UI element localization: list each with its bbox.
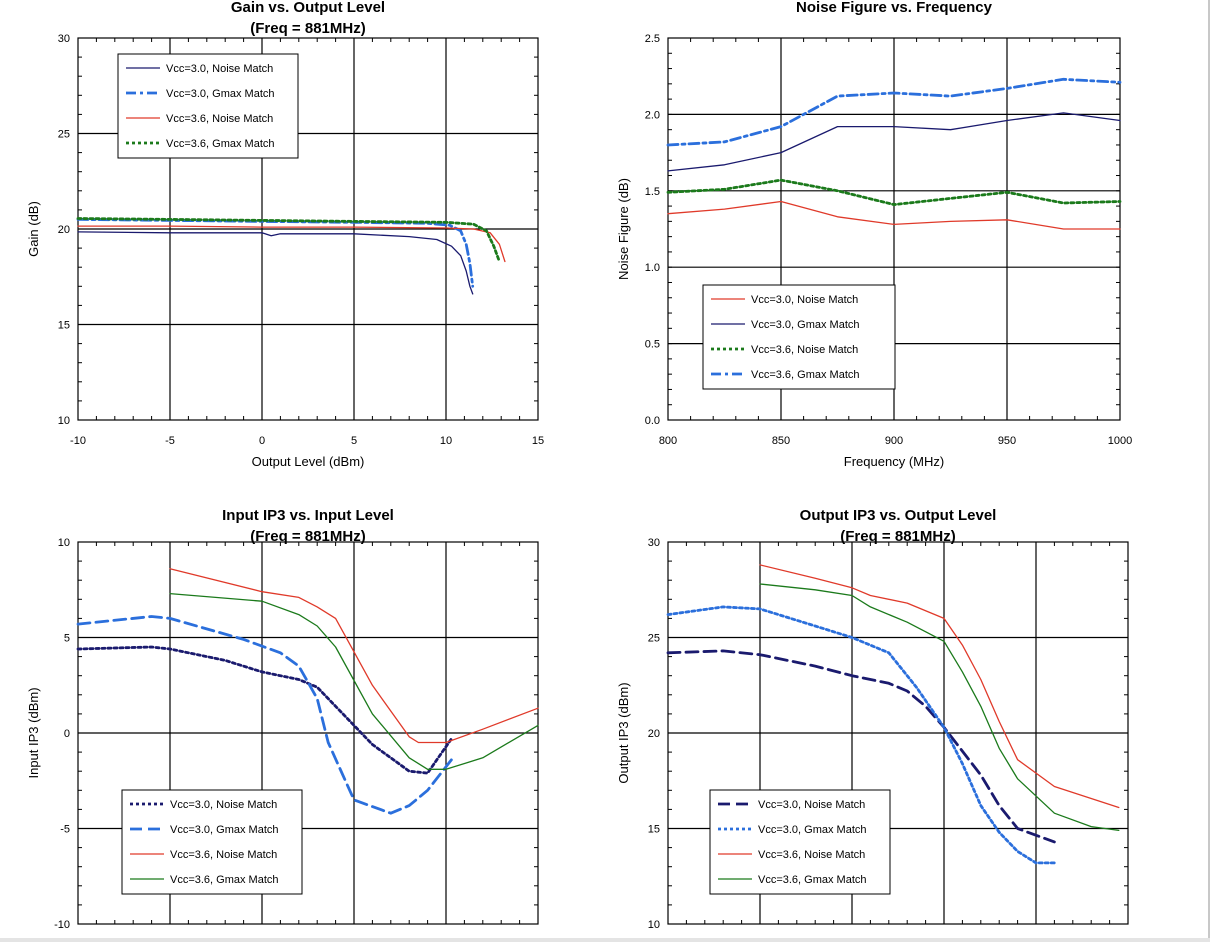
y-tick-label: -10 — [54, 919, 70, 931]
series-line-3 — [77, 225, 506, 263]
legend-entry: Vcc=3.6, Gmax Match — [758, 874, 867, 886]
series-line-3 — [759, 564, 1120, 809]
y-axis-label: Input IP3 (dBm) — [26, 687, 41, 778]
chart-title: Input IP3 vs. Input Level — [222, 507, 394, 524]
series-line-1 — [666, 649, 1056, 844]
series-line-2 — [76, 217, 475, 288]
chart-subtitle: (Freq = 881MHz) — [250, 20, 365, 37]
x-tick-label: 10 — [440, 435, 452, 447]
y-tick-label: 15 — [58, 320, 70, 332]
chart-2: 800 850 900 950 1000 0.0 0.5 1.0 1.5 2.0 2.5 Freque… — [616, 0, 1132, 469]
chart-title: Output IP3 vs. Output Level — [800, 507, 997, 524]
legend-entry: Vcc=3.0, Noise Match — [758, 799, 865, 811]
chart-1: -10 -5 0 5 10 15 10 15 20 25 30 Output Level (dBm) G… — [26, 0, 544, 469]
legend-entry: Vcc=3.6, Noise Match — [170, 849, 277, 861]
legend: Vcc=3.0, Noise Match Vcc=3.0, Gmax Match V… — [709, 789, 891, 895]
x-tick-label: 950 — [998, 435, 1016, 447]
chart-title: Gain vs. Output Level — [231, 0, 385, 16]
series-line-4 — [759, 583, 1120, 832]
legend-box — [121, 789, 303, 895]
series-line-4 — [76, 217, 501, 263]
series-line-3 — [169, 568, 539, 744]
y-tick-label: 1.5 — [645, 186, 660, 198]
legend-entry: Vcc=3.6, Noise Match — [166, 113, 273, 125]
y-axis-label: Output IP3 (dBm) — [616, 682, 631, 783]
x-tick-label: 900 — [885, 435, 903, 447]
legend-entry: Vcc=3.6, Gmax Match — [751, 369, 860, 381]
x-tick-label: 0 — [259, 435, 265, 447]
y-tick-label: 2.5 — [645, 33, 660, 45]
series-line-4 — [169, 592, 539, 770]
legend-entry: Vcc=3.0, Gmax Match — [751, 319, 860, 331]
y-tick-label: 5 — [64, 633, 70, 645]
x-tick-label: 1000 — [1108, 435, 1132, 447]
x-tick-label: 5 — [351, 435, 357, 447]
bottom-strip — [0, 938, 1210, 942]
x-tick-label: 800 — [659, 435, 677, 447]
chart-subtitle: (Freq = 881MHz) — [250, 528, 365, 545]
y-tick-label: -5 — [60, 824, 70, 836]
y-tick-label: 15 — [648, 824, 660, 836]
chart-subtitle: (Freq = 881MHz) — [840, 528, 955, 545]
legend-entry: Vcc=3.6, Noise Match — [751, 344, 858, 356]
x-tick-label: -10 — [70, 435, 86, 447]
x-axis-label: Output Level (dBm) — [252, 454, 365, 469]
legend-entry: Vcc=3.0, Gmax Match — [170, 824, 279, 836]
y-tick-label: 30 — [648, 537, 660, 549]
y-tick-label: 0 — [64, 728, 70, 740]
legend-entry: Vcc=3.0, Noise Match — [170, 799, 277, 811]
legend-entry: Vcc=3.0, Gmax Match — [758, 824, 867, 836]
legend-box — [709, 789, 891, 895]
series-line-3 — [666, 178, 1122, 207]
y-tick-label: 0.0 — [645, 415, 660, 427]
x-tick-label: 15 — [532, 435, 544, 447]
y-tick-label: 0.5 — [645, 339, 660, 351]
series-line-2 — [667, 112, 1121, 172]
series-line-2 — [666, 605, 1056, 865]
legend-entry: Vcc=3.0, Noise Match — [166, 63, 273, 75]
legend-entry: Vcc=3.6, Noise Match — [758, 849, 865, 861]
series-line-1 — [76, 645, 453, 775]
y-axis-label: Noise Figure (dB) — [616, 178, 631, 280]
y-tick-label: 25 — [648, 633, 660, 645]
legend-entry: Vcc=3.0, Gmax Match — [166, 88, 275, 100]
chart-title: Noise Figure vs. Frequency — [796, 0, 993, 16]
x-tick-label: -5 — [165, 435, 175, 447]
legend: Vcc=3.0, Noise Match Vcc=3.0, Gmax Match V… — [121, 789, 303, 895]
series-line-2 — [76, 615, 453, 815]
legend-entry: Vcc=3.0, Noise Match — [751, 294, 858, 306]
scrollbar-track[interactable] — [1208, 0, 1210, 942]
y-tick-label: 2.0 — [645, 109, 660, 121]
y-axis-label: Gain (dB) — [26, 201, 41, 257]
legend-entry: Vcc=3.6, Gmax Match — [170, 874, 279, 886]
legend-box — [117, 53, 299, 159]
legend: Vcc=3.0, Noise Match Vcc=3.0, Gmax Match V… — [702, 284, 896, 390]
legend: Vcc=3.0, Noise Match Vcc=3.0, Gmax Match V… — [117, 53, 299, 159]
series-line-1 — [667, 200, 1121, 230]
y-tick-label: 10 — [58, 537, 70, 549]
y-tick-label: 1.0 — [645, 262, 660, 274]
legend-box — [702, 284, 896, 390]
y-tick-label: 30 — [58, 33, 70, 45]
y-tick-label: 25 — [58, 129, 70, 141]
y-tick-label: 10 — [58, 415, 70, 427]
y-tick-label: 20 — [58, 224, 70, 236]
chart-3: -10 -5 0 5 10 Input IP3 (dBm) Input IP3 vs. In… — [26, 507, 539, 931]
series-line-1 — [77, 231, 474, 295]
series-line-4 — [666, 77, 1122, 147]
y-tick-label: 20 — [648, 728, 660, 740]
x-tick-label: 850 — [772, 435, 790, 447]
y-tick-label: 10 — [648, 919, 660, 931]
x-axis-label: Frequency (MHz) — [844, 454, 944, 469]
legend-entry: Vcc=3.6, Gmax Match — [166, 138, 275, 150]
chart-4: 10 15 20 25 30 Output IP3 (dBm) Output IP3 vs.… — [616, 507, 1129, 931]
